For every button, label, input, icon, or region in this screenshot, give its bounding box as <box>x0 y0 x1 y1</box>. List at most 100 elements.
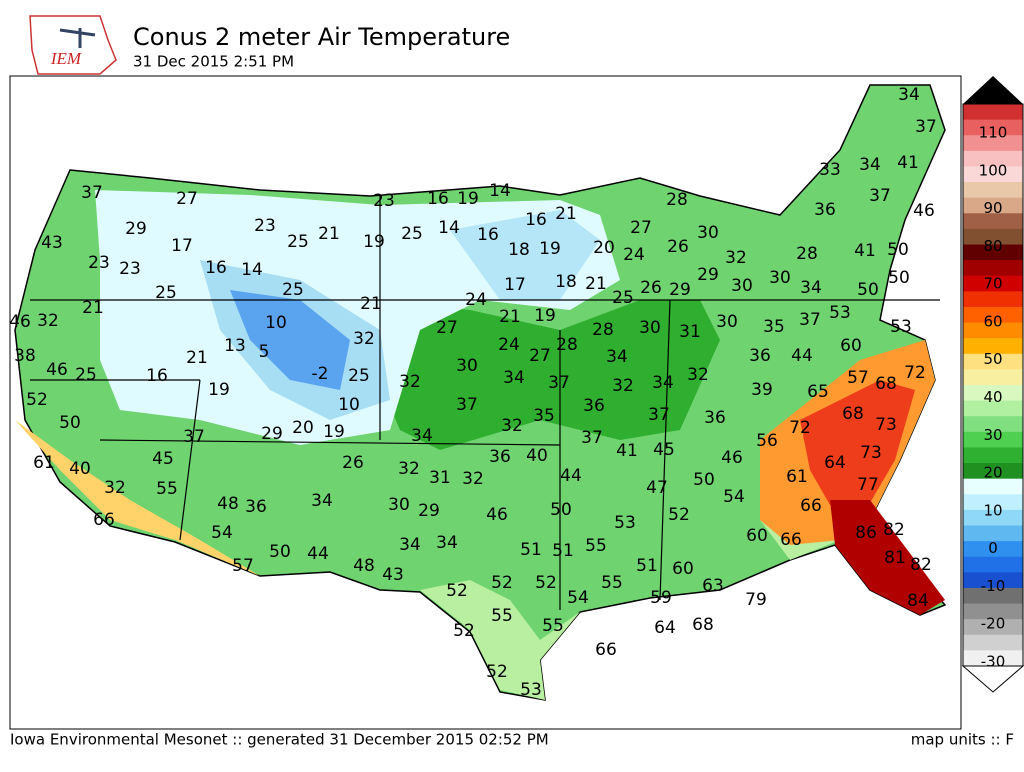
station-value: 16 <box>525 210 547 230</box>
station-value: 45 <box>152 449 174 469</box>
colorbar-tick-label: 80 <box>983 237 1002 255</box>
colorbar-band <box>963 244 1023 261</box>
station-value: 43 <box>382 565 404 585</box>
station-value: 79 <box>745 590 767 610</box>
station-value: 64 <box>654 618 676 638</box>
station-value: 34 <box>652 373 674 393</box>
station-value: 77 <box>857 475 879 495</box>
station-value: 16 <box>477 225 499 245</box>
colorbar-band <box>963 385 1023 402</box>
colorbar-band <box>963 447 1023 464</box>
colorbar-band <box>963 525 1023 542</box>
station-value: 31 <box>429 468 451 488</box>
colorbar-band <box>963 509 1023 526</box>
colorbar-band <box>963 494 1023 511</box>
station-value: 10 <box>265 313 287 333</box>
station-value: 84 <box>907 591 929 611</box>
colorbar-band <box>963 182 1023 199</box>
station-value: 46 <box>486 505 508 525</box>
station-value: 32 <box>104 478 126 498</box>
colorbar-band <box>963 619 1023 636</box>
station-value: 36 <box>489 447 511 467</box>
station-value: 34 <box>606 347 628 367</box>
station-value: 52 <box>491 573 513 593</box>
station-value: 32 <box>501 416 523 436</box>
station-value: 68 <box>842 404 864 424</box>
station-value: 52 <box>668 505 690 525</box>
station-value: 21 <box>555 204 577 224</box>
station-value: 35 <box>763 317 785 337</box>
station-value: 50 <box>269 542 291 562</box>
colorbar-band <box>963 166 1023 183</box>
station-value: 36 <box>583 396 605 416</box>
station-value: 14 <box>489 181 511 201</box>
station-value: 21 <box>82 298 104 318</box>
station-value: 24 <box>498 335 520 355</box>
station-value: 59 <box>650 588 672 608</box>
station-value: 21 <box>499 307 521 327</box>
station-value: 36 <box>749 346 771 366</box>
station-value: 17 <box>504 275 526 295</box>
station-value: 44 <box>307 544 329 564</box>
station-value: 30 <box>388 495 410 515</box>
colorbar-band <box>963 603 1023 620</box>
station-value: 19 <box>323 422 345 442</box>
station-value: 19 <box>208 380 230 400</box>
colorbar-band <box>963 431 1023 448</box>
station-value: 50 <box>888 268 910 288</box>
station-value: 29 <box>697 265 719 285</box>
colorbar-band <box>963 228 1023 245</box>
colorbar-band <box>963 135 1023 152</box>
colorbar-tick-label: 10 <box>983 501 1002 519</box>
station-value: 34 <box>311 491 333 511</box>
station-value: 45 <box>653 440 675 460</box>
station-value: 32 <box>725 248 747 268</box>
station-value: 61 <box>786 467 808 487</box>
station-value: 25 <box>75 365 97 385</box>
colorbar-tick-label: 60 <box>983 312 1002 330</box>
colorbar-band <box>963 478 1023 495</box>
logo: IEM <box>29 15 117 75</box>
station-value: 35 <box>533 406 555 426</box>
station-value: 24 <box>465 290 487 310</box>
station-value: 31 <box>679 322 701 342</box>
title: Conus 2 meter Air Temperature <box>133 23 510 51</box>
station-value: 46 <box>913 201 935 221</box>
station-value: 34 <box>800 278 822 298</box>
station-value: 30 <box>456 356 478 376</box>
station-value: 72 <box>789 418 811 438</box>
station-value: 19 <box>457 189 479 209</box>
station-value: 34 <box>859 155 881 175</box>
station-value: 24 <box>623 245 645 265</box>
station-value: 56 <box>756 431 778 451</box>
station-value: 53 <box>520 680 542 700</box>
colorbar-band <box>963 150 1023 167</box>
station-value: 60 <box>746 526 768 546</box>
station-value: 55 <box>156 479 178 499</box>
station-value: 25 <box>287 232 309 252</box>
station-value: 40 <box>526 446 548 466</box>
station-value: 33 <box>819 160 841 180</box>
station-value: 21 <box>360 294 382 314</box>
station-value: 55 <box>542 616 564 636</box>
station-value: 66 <box>800 496 822 516</box>
station-value: 30 <box>639 318 661 338</box>
station-value: 48 <box>353 556 375 576</box>
station-value: 30 <box>769 268 791 288</box>
station-value: 37 <box>799 310 821 330</box>
station-value: 13 <box>224 336 246 356</box>
map <box>14 84 947 701</box>
station-value: 37 <box>869 186 891 206</box>
station-value: 48 <box>217 494 239 514</box>
station-value: 52 <box>26 390 48 410</box>
station-value: 29 <box>261 424 283 444</box>
station-value: 34 <box>503 368 525 388</box>
colorbar-band <box>963 353 1023 370</box>
station-value: 39 <box>751 380 773 400</box>
station-value: 19 <box>534 306 556 326</box>
colorbar-tick-label: -20 <box>981 615 1006 633</box>
colorbar-band <box>963 306 1023 324</box>
station-value: 18 <box>555 272 577 292</box>
footer-source: Iowa Environmental Mesonet :: generated … <box>10 731 549 749</box>
